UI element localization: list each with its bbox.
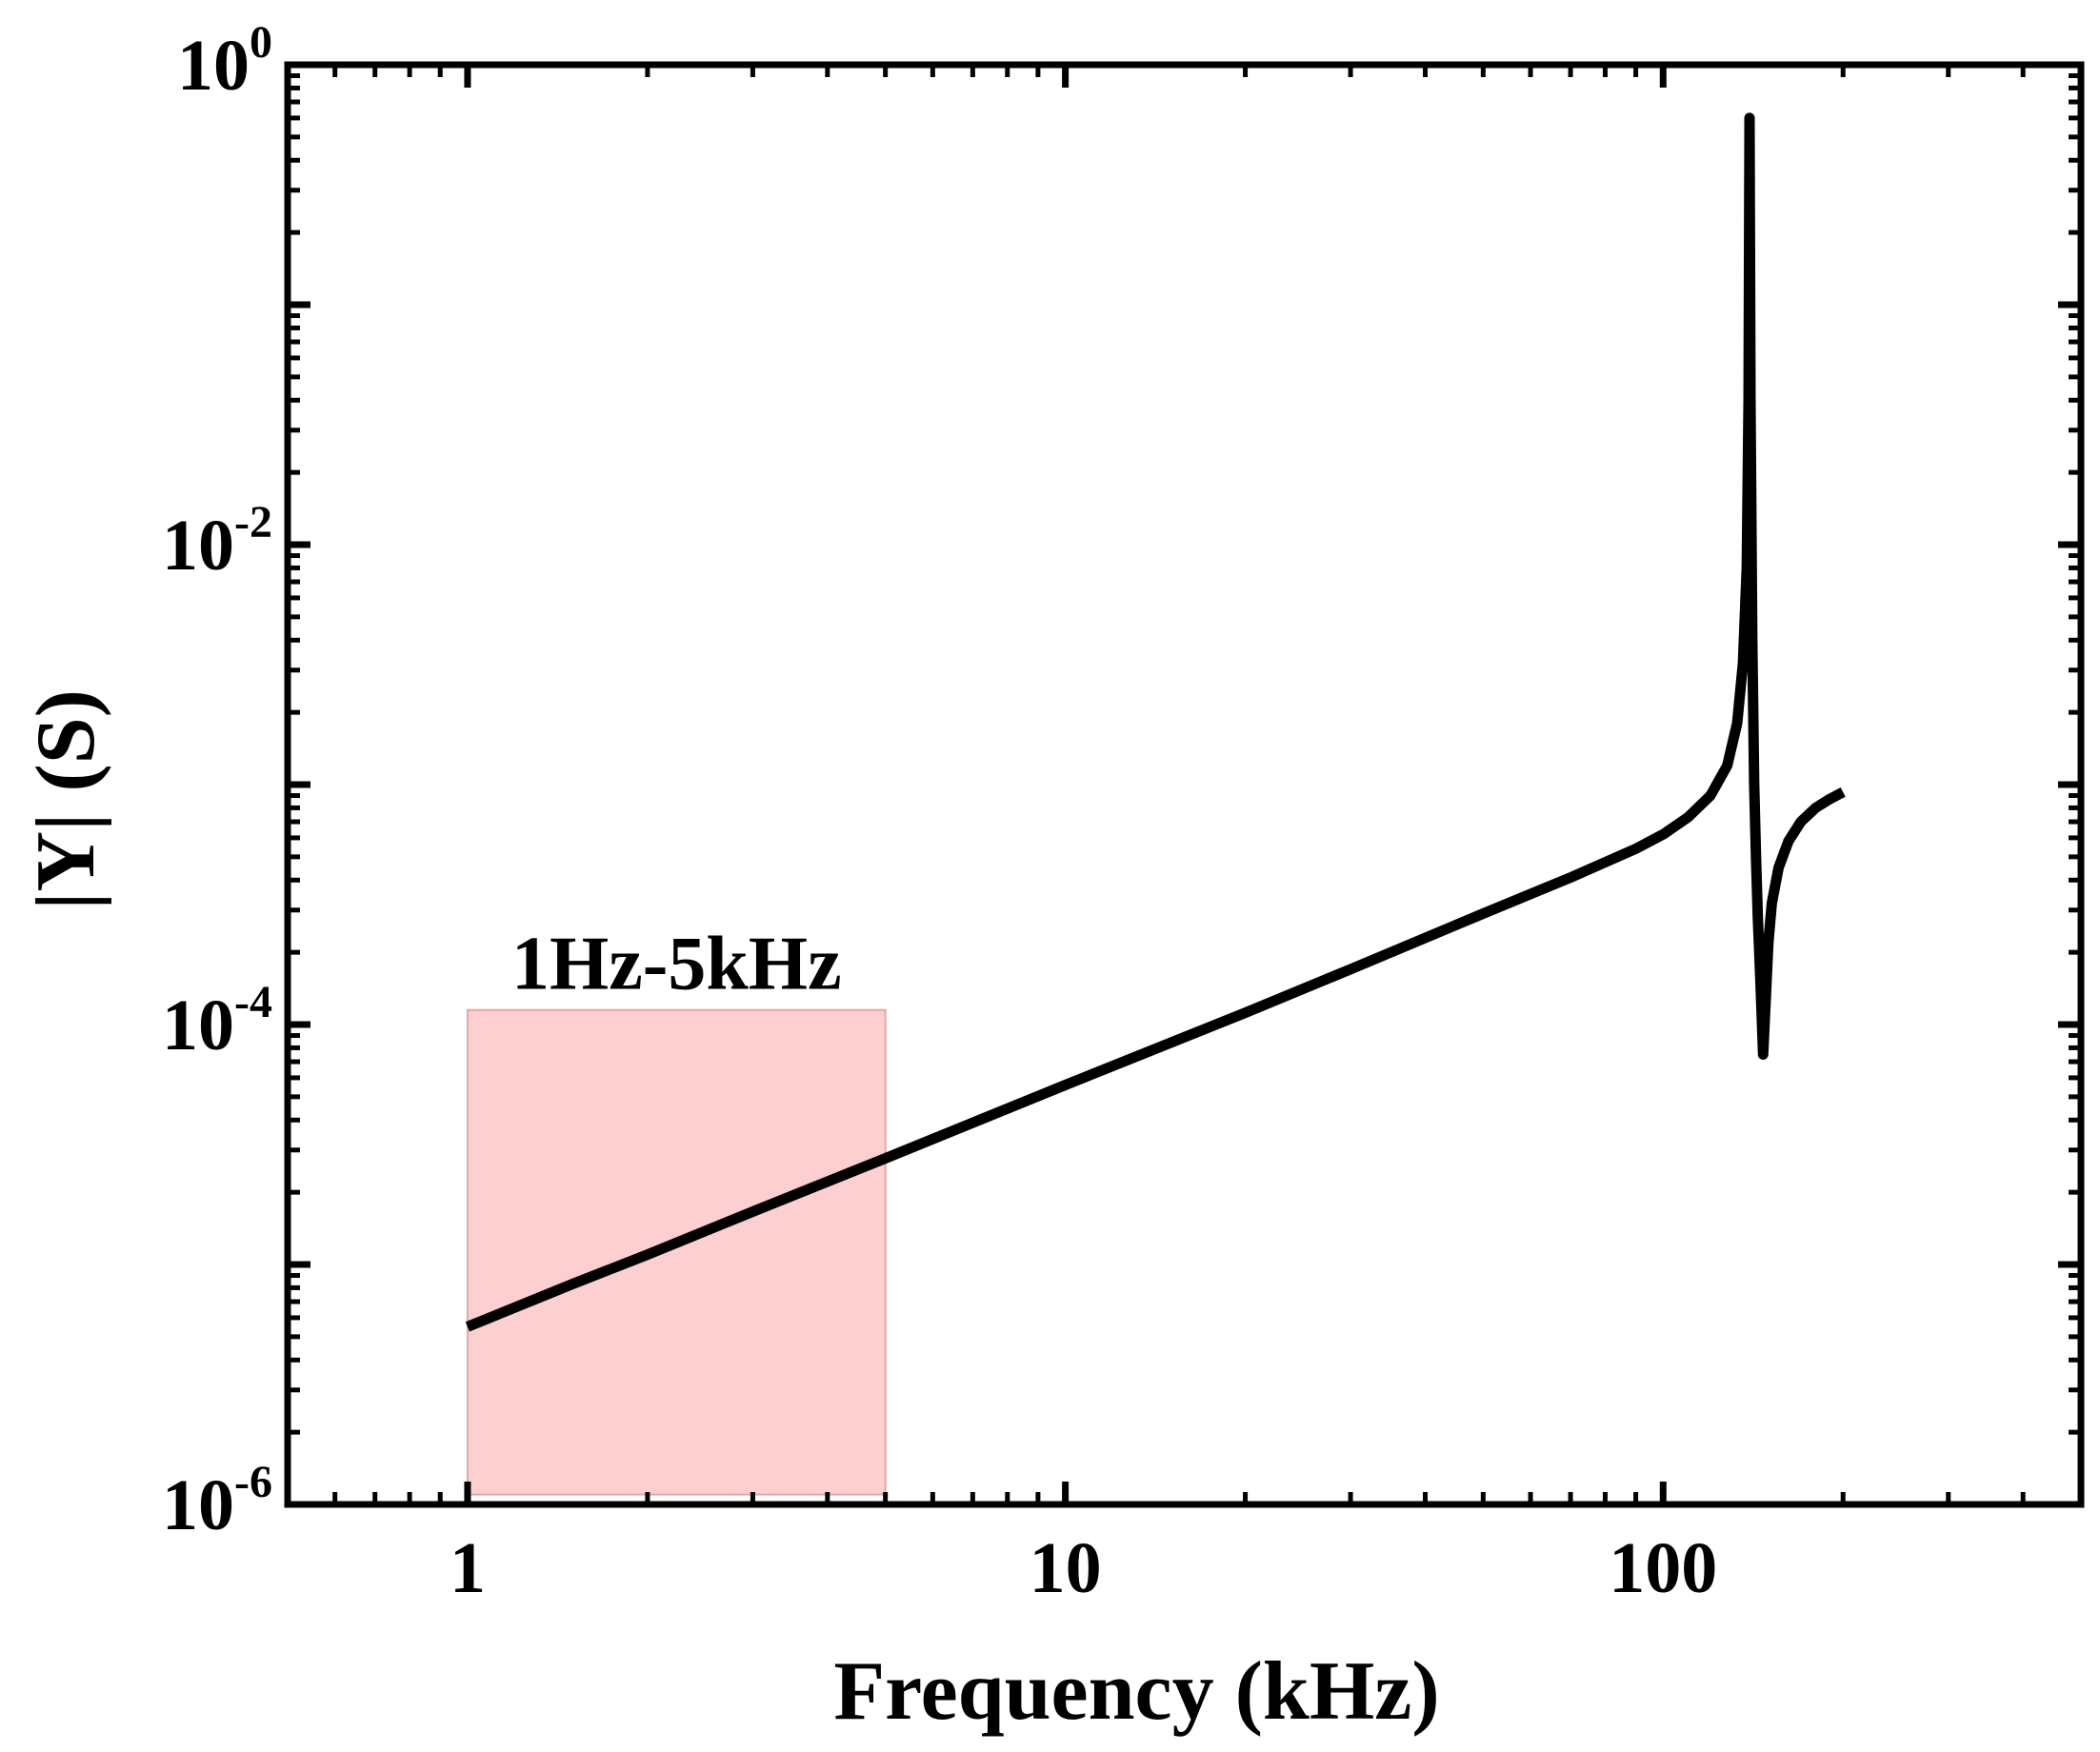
highlight-region [466, 1008, 887, 1496]
y-tick-label: 10-4 [162, 977, 272, 1065]
y-axis-title: |Y| (S) [20, 689, 112, 910]
y-tick-label: 10-6 [162, 1457, 272, 1545]
x-tick-label: 100 [1609, 1528, 1717, 1608]
x-axis-title: Frequency (kHz) [833, 1645, 1439, 1738]
ticks-layer [288, 65, 2081, 1504]
highlight-region-label: 1Hz-5kHz [511, 923, 842, 1006]
y-tick-label: 10-2 [162, 497, 272, 586]
x-tick-label: 10 [1030, 1528, 1102, 1608]
series-layer [465, 112, 1846, 1332]
x-tick-label: 1 [450, 1528, 486, 1608]
series-line-0 [465, 112, 1846, 1332]
labels-layer: 1 10 100 10-6 10-4 10-2 100 [162, 17, 1717, 1608]
highlight-layer [466, 1008, 887, 1496]
y-tick-label: 100 [177, 17, 272, 106]
